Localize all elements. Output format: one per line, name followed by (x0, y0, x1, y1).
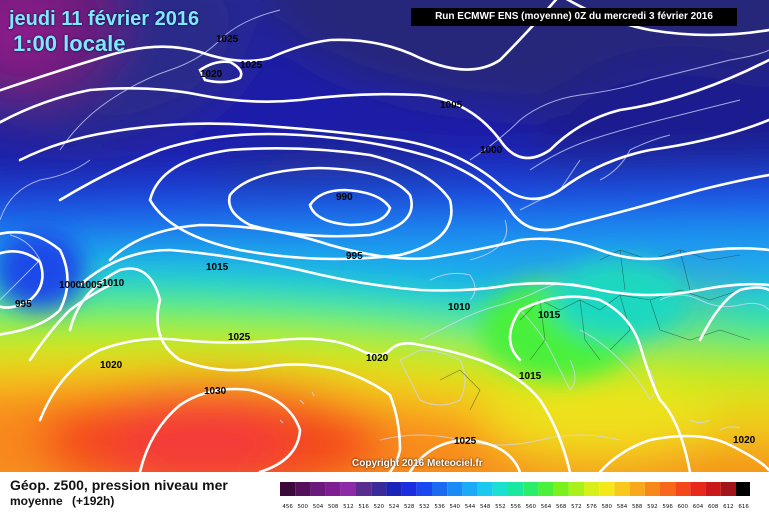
legend-swatch (447, 482, 463, 496)
legend-swatch (386, 482, 402, 496)
legend-swatch (553, 482, 569, 496)
legend-tick-label: 576 (586, 504, 597, 510)
copyright-notice: Copyright 2016 Meteociel.fr (352, 458, 483, 469)
lead-time: (+192h) (72, 494, 115, 508)
legend-swatch (629, 482, 645, 496)
legend-tick-label: 556 (510, 504, 521, 510)
legend-swatch (584, 482, 600, 496)
isobar-label: 995 (346, 251, 363, 262)
legend-tick-label: 504 (313, 504, 324, 510)
legend-tick-label: 612 (723, 504, 734, 510)
isobar-label: 1010 (102, 278, 125, 289)
run-info: Run ECMWF ENS (moyenne) 0Z du mercredi 3… (411, 8, 737, 26)
legend-tick-label: 560 (526, 504, 537, 510)
legend-tick-label: 540 (450, 504, 461, 510)
legend-tick-label: 572 (571, 504, 582, 510)
legend-tick-label: 600 (678, 504, 689, 510)
legend-swatch (660, 482, 676, 496)
isobar-label: 1000 (59, 280, 82, 291)
color-legend: 456 500 504 508 512 516 520 524 528 532 536 540 544 5… (280, 482, 750, 510)
legend-swatch (280, 482, 296, 496)
legend-tick-label: 552 (495, 504, 506, 510)
legend-swatch (492, 482, 508, 496)
legend-swatch (401, 482, 417, 496)
isobar-label: 1020 (200, 69, 223, 80)
legend-swatch (568, 482, 584, 496)
legend-swatch (477, 482, 493, 496)
legend-swatch (690, 482, 706, 496)
legend-tick-label: 508 (328, 504, 339, 510)
isobar-label: 1025 (240, 60, 263, 71)
legend-tick-label: 580 (602, 504, 613, 510)
legend-swatch (675, 482, 691, 496)
forecast-time: 1:00 locale (13, 31, 126, 56)
isobar-label: 1015 (519, 371, 542, 382)
isobar-label: 995 (15, 299, 32, 310)
isobar-label: 1010 (448, 302, 471, 313)
footer-panel: Géop. z500, pression niveau mer moyenne … (0, 472, 769, 515)
forecast-map: 1025 1025 1020 1005 1000 990 995 1015 10… (0, 0, 769, 472)
legend-swatch (720, 482, 736, 496)
legend-tick-label: 528 (404, 504, 415, 510)
coastlines (0, 9, 769, 446)
legend-tick-label: 536 (434, 504, 445, 510)
isobar-label: 1020 (733, 435, 756, 446)
isobar-label: 1005 (80, 280, 103, 291)
isobar-label: 1000 (480, 145, 503, 156)
legend-tick-label: 584 (617, 504, 628, 510)
legend-tick-label: 500 (298, 504, 309, 510)
legend-swatch (432, 482, 448, 496)
legend-tick-label: 608 (708, 504, 719, 510)
legend-swatch (705, 482, 721, 496)
isobar-label: 1025 (216, 34, 239, 45)
legend-swatch (614, 482, 630, 496)
legend-swatch (295, 482, 311, 496)
legend-tick-label: 592 (647, 504, 658, 510)
legend-tick-label: 532 (419, 504, 430, 510)
borders (439, 249, 751, 411)
isobar-label: 1030 (204, 386, 227, 397)
legend-swatch (523, 482, 539, 496)
geopotential-field (0, 0, 769, 472)
legend-tick-label: 604 (693, 504, 704, 510)
legend-tick-label: 524 (389, 504, 400, 510)
subtitle-text: moyenne (10, 494, 63, 508)
legend-tick-label: 520 (374, 504, 385, 510)
legend-tick-label: 548 (480, 504, 491, 510)
map-title: Géop. z500, pression niveau mer (10, 477, 228, 493)
map-subtitle: moyenne (+192h) (10, 494, 114, 508)
legend-swatch (508, 482, 524, 496)
legend-swatch (736, 482, 750, 496)
legend-tick-label: 516 (358, 504, 369, 510)
isobar-label: 990 (336, 192, 353, 203)
legend-tick-label: 596 (662, 504, 673, 510)
isobar-label: 1025 (228, 332, 251, 343)
legend-swatch (356, 482, 372, 496)
legend-swatch (538, 482, 554, 496)
isobar-label: 1020 (100, 360, 123, 371)
legend-tick-label: 588 (632, 504, 643, 510)
isobar-label: 1020 (366, 353, 389, 364)
legend-swatch (340, 482, 356, 496)
legend-tick-label: 616 (738, 504, 749, 510)
legend-tick-label: 568 (556, 504, 567, 510)
legend-swatch (416, 482, 432, 496)
legend-tick-label: 564 (541, 504, 552, 510)
isobar-labels: 1025 1025 1020 1005 1000 990 995 1015 10… (15, 34, 756, 447)
legend-swatch (310, 482, 326, 496)
legend-swatch (599, 482, 615, 496)
legend-swatch (462, 482, 478, 496)
legend-swatch (644, 482, 660, 496)
isobar-label: 1025 (454, 436, 477, 447)
isobar-label: 1015 (206, 262, 229, 273)
forecast-date: jeudi 11 février 2016 (9, 8, 200, 30)
legend-tick-label: 512 (343, 504, 354, 510)
legend-tick-label: 544 (465, 504, 476, 510)
isobar-label: 1005 (440, 100, 463, 111)
legend-tick-label: 456 (282, 504, 293, 510)
legend-swatch (325, 482, 341, 496)
isobar-label: 1015 (538, 310, 561, 321)
legend-swatch (371, 482, 387, 496)
